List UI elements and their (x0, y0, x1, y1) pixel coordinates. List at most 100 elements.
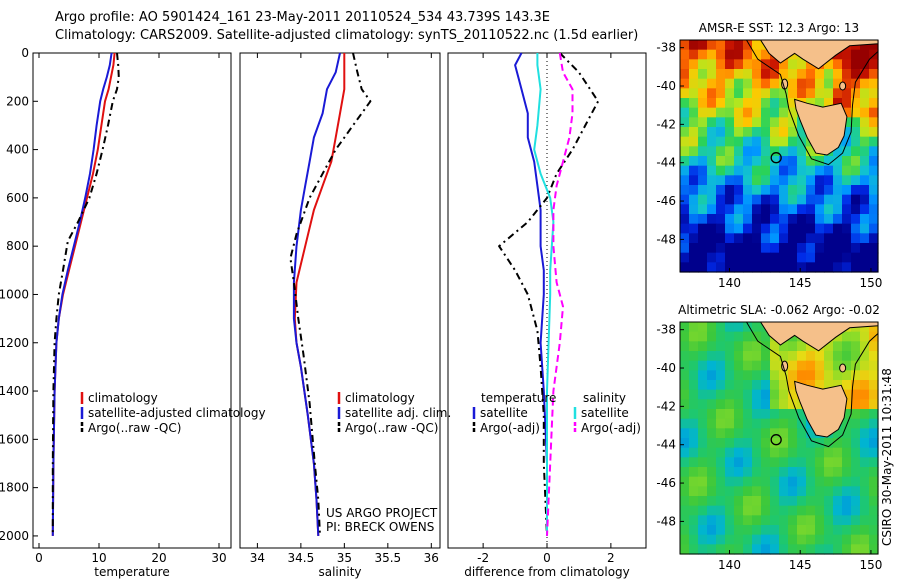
map-cell (869, 107, 879, 118)
map-cell (761, 165, 771, 176)
y-tick-label: 800 (6, 239, 29, 253)
map-cell (716, 457, 726, 468)
map-cell (797, 351, 807, 362)
map-cell (689, 544, 699, 555)
map-cell (770, 534, 780, 545)
map-cell (698, 496, 708, 507)
map-cell (698, 515, 708, 526)
map-cell (707, 69, 717, 80)
map-cell (734, 476, 744, 487)
map-cell (815, 370, 825, 381)
map-cell (860, 136, 870, 147)
map-cell (743, 136, 753, 147)
x-axis-label: difference from climatology (464, 565, 630, 579)
map-cell (869, 409, 879, 420)
map-cell (806, 175, 816, 186)
map-cell (689, 428, 699, 439)
map-cell (860, 534, 870, 545)
map-cell (833, 78, 843, 89)
map-y-tick-label: -46 (656, 194, 676, 208)
map-cell (743, 457, 753, 468)
map-cell (716, 409, 726, 420)
map-cell (788, 214, 798, 225)
map-cell (806, 204, 816, 215)
map-cell (725, 544, 735, 555)
argo-float-marker (770, 434, 782, 446)
map-cell (824, 544, 834, 555)
map-cell (788, 534, 798, 545)
map-cell (716, 370, 726, 381)
shelf-contour (746, 39, 879, 166)
map-cell (761, 262, 771, 273)
map-cell (770, 467, 780, 478)
map-frame-1 (679, 39, 879, 273)
map-cell (716, 185, 726, 196)
y-tick-label: 1200 (0, 336, 29, 350)
map-cell (707, 146, 717, 157)
map-cell (779, 69, 789, 80)
map-cell (788, 409, 798, 420)
map-cell (698, 117, 708, 128)
map-cell (788, 447, 798, 458)
map-cell (725, 69, 735, 80)
map-cell (707, 486, 717, 497)
map-cell (725, 223, 735, 234)
map-cell (725, 341, 735, 352)
land-tasmania (793, 98, 848, 156)
map-cell (725, 185, 735, 196)
map-cell (698, 127, 708, 138)
map-cell (698, 252, 708, 263)
map-cell (842, 360, 852, 371)
map-cell (860, 252, 870, 263)
map-cell (806, 214, 816, 225)
map-cell (815, 457, 825, 468)
map-cell (743, 399, 753, 410)
map-cell (680, 233, 690, 244)
map-cell (833, 146, 843, 157)
map-cell (869, 69, 879, 80)
map-cell (680, 505, 690, 516)
map-cell (851, 351, 861, 362)
map-cell (698, 331, 708, 342)
map-cell (779, 262, 789, 273)
map-cell (725, 233, 735, 244)
map-cell (680, 59, 690, 70)
map-cell (869, 341, 879, 352)
map-cell (761, 409, 771, 420)
map-cell (707, 165, 717, 176)
x-tick-label: 36 (424, 551, 439, 565)
map-cell (716, 175, 726, 186)
map-cell (869, 428, 879, 439)
map-cell (824, 78, 834, 89)
map-cell (752, 136, 762, 147)
x-tick-label: 20 (151, 551, 166, 565)
map-cell (761, 136, 771, 147)
map-cell (689, 136, 699, 147)
map-cell (869, 505, 879, 516)
map-cell (734, 380, 744, 391)
map-cell (815, 380, 825, 391)
map-cell (815, 175, 825, 186)
map-cell (779, 389, 789, 400)
map-cell (761, 486, 771, 497)
map-cell (851, 69, 861, 80)
map-cell (752, 127, 762, 138)
map-cell (716, 486, 726, 497)
map-cell (770, 146, 780, 157)
map-cell (689, 252, 699, 263)
map-cell (788, 486, 798, 497)
map-cell (725, 534, 735, 545)
map-cell (797, 243, 807, 254)
map-cell (680, 194, 690, 205)
map-cell (842, 223, 852, 234)
map-cell (761, 447, 771, 458)
map-cell (761, 515, 771, 526)
map-cell (734, 525, 744, 536)
map-cell (752, 496, 762, 507)
map-cell (698, 88, 708, 99)
map-cell (698, 40, 708, 51)
map-cell (797, 233, 807, 244)
map-cell (770, 351, 780, 362)
map-cell (743, 360, 753, 371)
map-cell (680, 78, 690, 89)
